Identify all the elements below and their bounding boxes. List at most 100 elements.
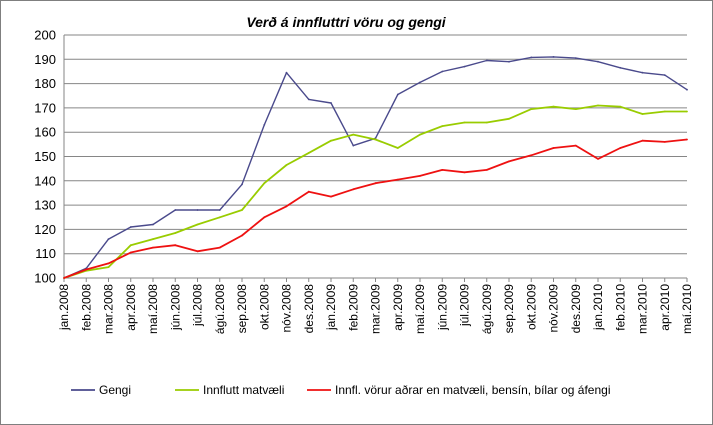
legend-label-1: Gengi: [99, 383, 131, 397]
data-point: [241, 183, 243, 186]
axes: [63, 35, 688, 282]
x-tick-label: maí.2010: [680, 284, 694, 334]
x-tick-label: jan.2010: [591, 284, 605, 331]
data-point: [574, 108, 577, 110]
series-line-2: [63, 104, 687, 279]
data-point: [485, 121, 488, 124]
data-point: [241, 209, 243, 211]
data-point: [129, 244, 132, 247]
legend-label-2: Innflutt matvæli: [203, 383, 284, 397]
data-point: [307, 98, 310, 101]
series-lines: [63, 56, 688, 279]
x-tick-label: ágú.2009: [480, 284, 494, 334]
data-point: [129, 251, 132, 254]
data-point: [396, 147, 399, 149]
y-tick-label: 200: [34, 28, 56, 43]
data-point: [352, 144, 355, 147]
y-tick-label: 170: [34, 100, 56, 115]
data-point: [552, 56, 555, 58]
data-point: [663, 74, 666, 76]
data-point: [330, 102, 332, 104]
gridlines: [64, 34, 687, 255]
data-point: [330, 195, 332, 198]
data-point: [263, 182, 266, 185]
data-point: [641, 71, 644, 74]
data-point: [218, 209, 221, 211]
data-point: [152, 223, 154, 226]
data-point: [263, 124, 266, 126]
y-tick-label: 150: [34, 149, 56, 164]
x-tick-label: mar.2010: [636, 284, 650, 334]
data-point: [641, 113, 644, 115]
data-point: [63, 277, 65, 279]
data-point: [129, 226, 132, 228]
data-point: [574, 144, 577, 147]
data-point: [396, 93, 399, 96]
data-point: [485, 169, 488, 171]
data-point: [530, 56, 533, 59]
x-tick-label: sep.2008: [235, 284, 249, 334]
data-point: [374, 138, 377, 141]
x-tick-label: apr.2009: [391, 284, 405, 331]
data-point: [574, 57, 577, 59]
series-line-3: [63, 138, 688, 279]
data-point: [152, 246, 154, 249]
y-tick-label: 190: [34, 52, 56, 67]
data-point: [463, 65, 466, 68]
data-point: [619, 66, 622, 69]
data-point: [263, 216, 266, 219]
data-point: [419, 81, 421, 84]
y-tick-label: 110: [35, 246, 56, 261]
x-tick-label: júl.2009: [458, 284, 472, 327]
x-tick-label: jún.2009: [435, 284, 449, 331]
data-point: [285, 164, 288, 166]
x-tick-label: ágú.2008: [213, 284, 227, 334]
data-point: [530, 154, 533, 157]
y-tick-label: 140: [34, 173, 56, 188]
legend: Gengi Innflutt matvæli Innfl. vörur aðrar …: [71, 383, 610, 397]
x-tick-label: mar.2008: [102, 284, 116, 334]
data-point: [686, 138, 688, 141]
x-tick-label: des.2009: [569, 284, 583, 334]
x-tick-label: apr.2008: [124, 284, 138, 331]
data-point: [530, 108, 533, 110]
data-point: [419, 133, 421, 136]
x-tick-label: sep.2009: [502, 284, 516, 334]
data-point: [508, 60, 510, 63]
x-tick-label: jan.2008: [57, 284, 71, 331]
data-point: [597, 60, 599, 63]
data-point: [686, 88, 688, 91]
data-point: [352, 188, 355, 191]
data-point: [196, 223, 199, 226]
x-tick-label: jún.2008: [168, 284, 182, 331]
data-point: [174, 209, 177, 211]
data-point: [463, 121, 466, 124]
data-point: [107, 262, 110, 265]
data-point: [597, 104, 599, 107]
data-point: [419, 175, 421, 177]
data-point: [663, 141, 666, 143]
x-tick-label: okt.2009: [524, 284, 538, 330]
y-tick-label: 100: [34, 271, 56, 286]
data-point: [352, 133, 355, 136]
x-tick-label: feb.2009: [346, 284, 360, 331]
x-tick-label: maí.2008: [146, 284, 160, 334]
data-point: [307, 190, 310, 193]
y-tick-label: 180: [34, 76, 56, 91]
data-point: [619, 105, 622, 108]
x-tick-label: apr.2010: [658, 284, 672, 331]
y-axis-tick-labels: 100 110 120 130 140 150 160 170 180 190 200: [34, 28, 56, 286]
data-point: [152, 238, 154, 241]
data-point: [196, 250, 199, 253]
data-point: [307, 152, 310, 154]
x-tick-label: júl.2008: [191, 284, 205, 327]
x-tick-label: nóv.2009: [547, 284, 561, 333]
data-point: [241, 234, 243, 237]
data-point: [107, 266, 110, 268]
x-tick-label: maí.2009: [413, 284, 427, 334]
data-point: [463, 171, 466, 174]
legend-label-3: Innfl. vörur aðrar en matvæli, bensín, b…: [335, 383, 610, 397]
data-point: [441, 125, 444, 127]
